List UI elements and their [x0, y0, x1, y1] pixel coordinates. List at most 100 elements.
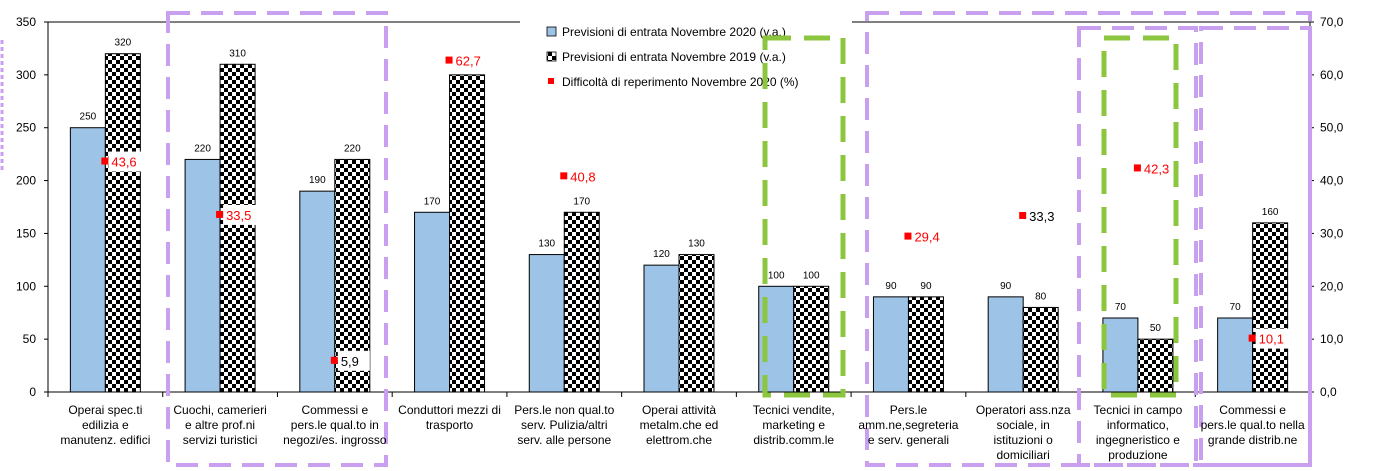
- point-label-background: [567, 166, 608, 187]
- y-right-tick-label: 60,0: [1320, 68, 1344, 82]
- difficulty-value-label: 33,3: [1029, 209, 1054, 224]
- x-category-label-line: trasporto: [425, 418, 474, 432]
- x-category-label-line: manutenz. edifici: [60, 433, 151, 447]
- point-label-background: [223, 204, 264, 225]
- difficulty-point: [904, 232, 912, 240]
- x-category-label-line: istituzioni o: [993, 433, 1053, 447]
- bar-2020: [414, 211, 451, 393]
- x-category-label-line: sociale, in: [996, 418, 1050, 432]
- x-category-label-line: Commessi e: [301, 403, 369, 417]
- y-left-tick-label: 100: [16, 279, 36, 293]
- x-category-label: Tecnici in campo informatico, ingegneristi…: [1082, 403, 1194, 463]
- bar-2020: [1217, 317, 1254, 393]
- x-category-label-line: e serv. generali: [867, 433, 950, 447]
- difficulty-value-label: 10,1: [1259, 332, 1284, 347]
- bar-2019-value-label: 80: [1035, 291, 1047, 302]
- legend-label-2019: Previsioni di entrata Novembre 2019 (v.a…: [562, 50, 786, 64]
- y-left-tick-label: 50: [23, 332, 37, 346]
- x-category-label: Tecnici vendite, marketing e distrib.comm.…: [738, 403, 850, 448]
- bar-2019: [449, 74, 486, 393]
- bar-2019-value-label: 170: [573, 196, 590, 207]
- x-category-label-line: produzione: [1108, 448, 1168, 462]
- bar-2020-value-label: 250: [80, 112, 97, 123]
- difficulty-value-label: 5,9: [341, 354, 359, 369]
- x-category-label: Pers.le non qual.to serv. Pulizia/altri se…: [508, 403, 620, 448]
- axes: 0 50 100 150 200 250 300 350 0,0 10,0 20,0 30,0 40,0…: [16, 15, 1344, 399]
- y-left-tick-label: 0: [29, 385, 36, 399]
- highlight-box: [762, 35, 846, 398]
- x-category-label: Pers.le amm.ne,segreteria e serv. generali: [852, 403, 964, 448]
- legend-label-2020: Previsioni di entrata Novembre 2020 (v.a…: [562, 25, 786, 39]
- x-category-label-line: distrib.comm.le: [753, 433, 835, 447]
- x-category-label: Commessi e pers.le qual.to in negozi/es. i…: [279, 403, 391, 448]
- y-right-tick-label: 10,0: [1320, 332, 1344, 346]
- highlight-box: [865, 11, 1312, 467]
- difficulty-point: [1248, 334, 1256, 342]
- point-label-background: [1026, 205, 1067, 226]
- difficulty-point: [101, 157, 109, 165]
- bar-2020-value-label: 220: [194, 143, 211, 154]
- highlight-box: [1101, 35, 1179, 398]
- y-right-tick-label: 70,0: [1320, 15, 1344, 29]
- difficulty-points: 43,6 33,5 5,9 62,7 40,8 29,4 33,3 42,3 10,1: [101, 50, 1296, 371]
- x-category-label-line: Pers.le: [889, 403, 928, 417]
- bar-2020: [69, 127, 106, 393]
- x-category-label-line: Conduttori mezzi di: [398, 403, 501, 417]
- y-right-tick-label: 0,0: [1320, 385, 1337, 399]
- x-category-label-line: ingegneristico e: [1095, 433, 1180, 447]
- difficulty-point: [1133, 164, 1141, 172]
- difficulty-point: [330, 356, 338, 364]
- x-category-label-line: pers.le qual.to nella: [1200, 418, 1305, 432]
- bar-2020-value-label: 120: [653, 249, 670, 260]
- y-left-tick-label: 250: [16, 121, 36, 135]
- x-category-label-line: Commessi e: [1219, 403, 1286, 417]
- bar-2019: [219, 63, 256, 393]
- bar-2019-value-label: 320: [115, 38, 132, 49]
- x-category-label-line: grande distrib.ne: [1207, 433, 1298, 447]
- difficulty-value-label: 62,7: [456, 54, 481, 69]
- y-right-tick-label: 40,0: [1320, 174, 1344, 188]
- x-category-label-line: negozi/es. ingrosso: [283, 433, 387, 447]
- y-right-tick-label: 30,0: [1320, 226, 1344, 240]
- difficulty-value-label: 29,4: [914, 230, 939, 245]
- bar-2019-value-label: 160: [1262, 207, 1279, 218]
- x-category-label-line: edilizia e: [82, 418, 129, 432]
- bar-2019: [907, 296, 944, 393]
- bar-2020-value-label: 190: [309, 175, 326, 186]
- x-category-label-line: Operatori ass.nza: [975, 403, 1071, 417]
- point-label-background: [108, 151, 149, 172]
- point-label-background: [1255, 328, 1296, 349]
- bar-2019: [1252, 222, 1289, 393]
- difficulty-value-label: 42,3: [1144, 161, 1169, 176]
- bar-2019: [563, 211, 600, 393]
- difficulty-point: [445, 56, 453, 64]
- highlight-box: [1077, 26, 1198, 467]
- point-label-background: [337, 350, 370, 371]
- x-category-label: Conduttori mezzi di trasporto: [394, 403, 506, 433]
- bar-2020-value-label: 170: [424, 196, 441, 207]
- x-category-label: Operatori ass.nza sociale, in istituzioni …: [967, 403, 1079, 463]
- difficulty-point: [216, 210, 224, 218]
- legend-label-difficulty: Difficoltà di reperimento Novembre 2020 …: [562, 75, 799, 89]
- bar-2019-value-label: 310: [229, 48, 246, 59]
- highlight-box: [1199, 26, 1312, 467]
- highlight-box: [166, 11, 388, 467]
- bar-2020: [299, 190, 336, 393]
- bar-2019: [678, 254, 715, 393]
- x-category-label-line: pers.le qual.to in: [290, 418, 379, 432]
- bar-2019-value-label: 130: [688, 239, 705, 250]
- bar-2019: [1022, 306, 1059, 393]
- bar-2019-value-label: 220: [344, 143, 361, 154]
- legend-swatch-2019: [546, 51, 557, 62]
- bar-2020: [643, 264, 680, 393]
- bar-2019: [1137, 338, 1174, 393]
- bar-2019-value-label: 90: [920, 281, 932, 292]
- bar-2020: [184, 158, 221, 393]
- legend-swatch-2020: [546, 26, 557, 37]
- bar-2020: [872, 296, 909, 393]
- difficulty-point: [1019, 211, 1027, 219]
- y-left-tick-label: 300: [16, 68, 36, 82]
- x-category-label: Operai spec.ti edilizia e manutenz. edific…: [49, 403, 161, 448]
- x-category-label-line: elettrom.che: [645, 433, 713, 447]
- x-category-label-line: informatico,: [1106, 418, 1169, 432]
